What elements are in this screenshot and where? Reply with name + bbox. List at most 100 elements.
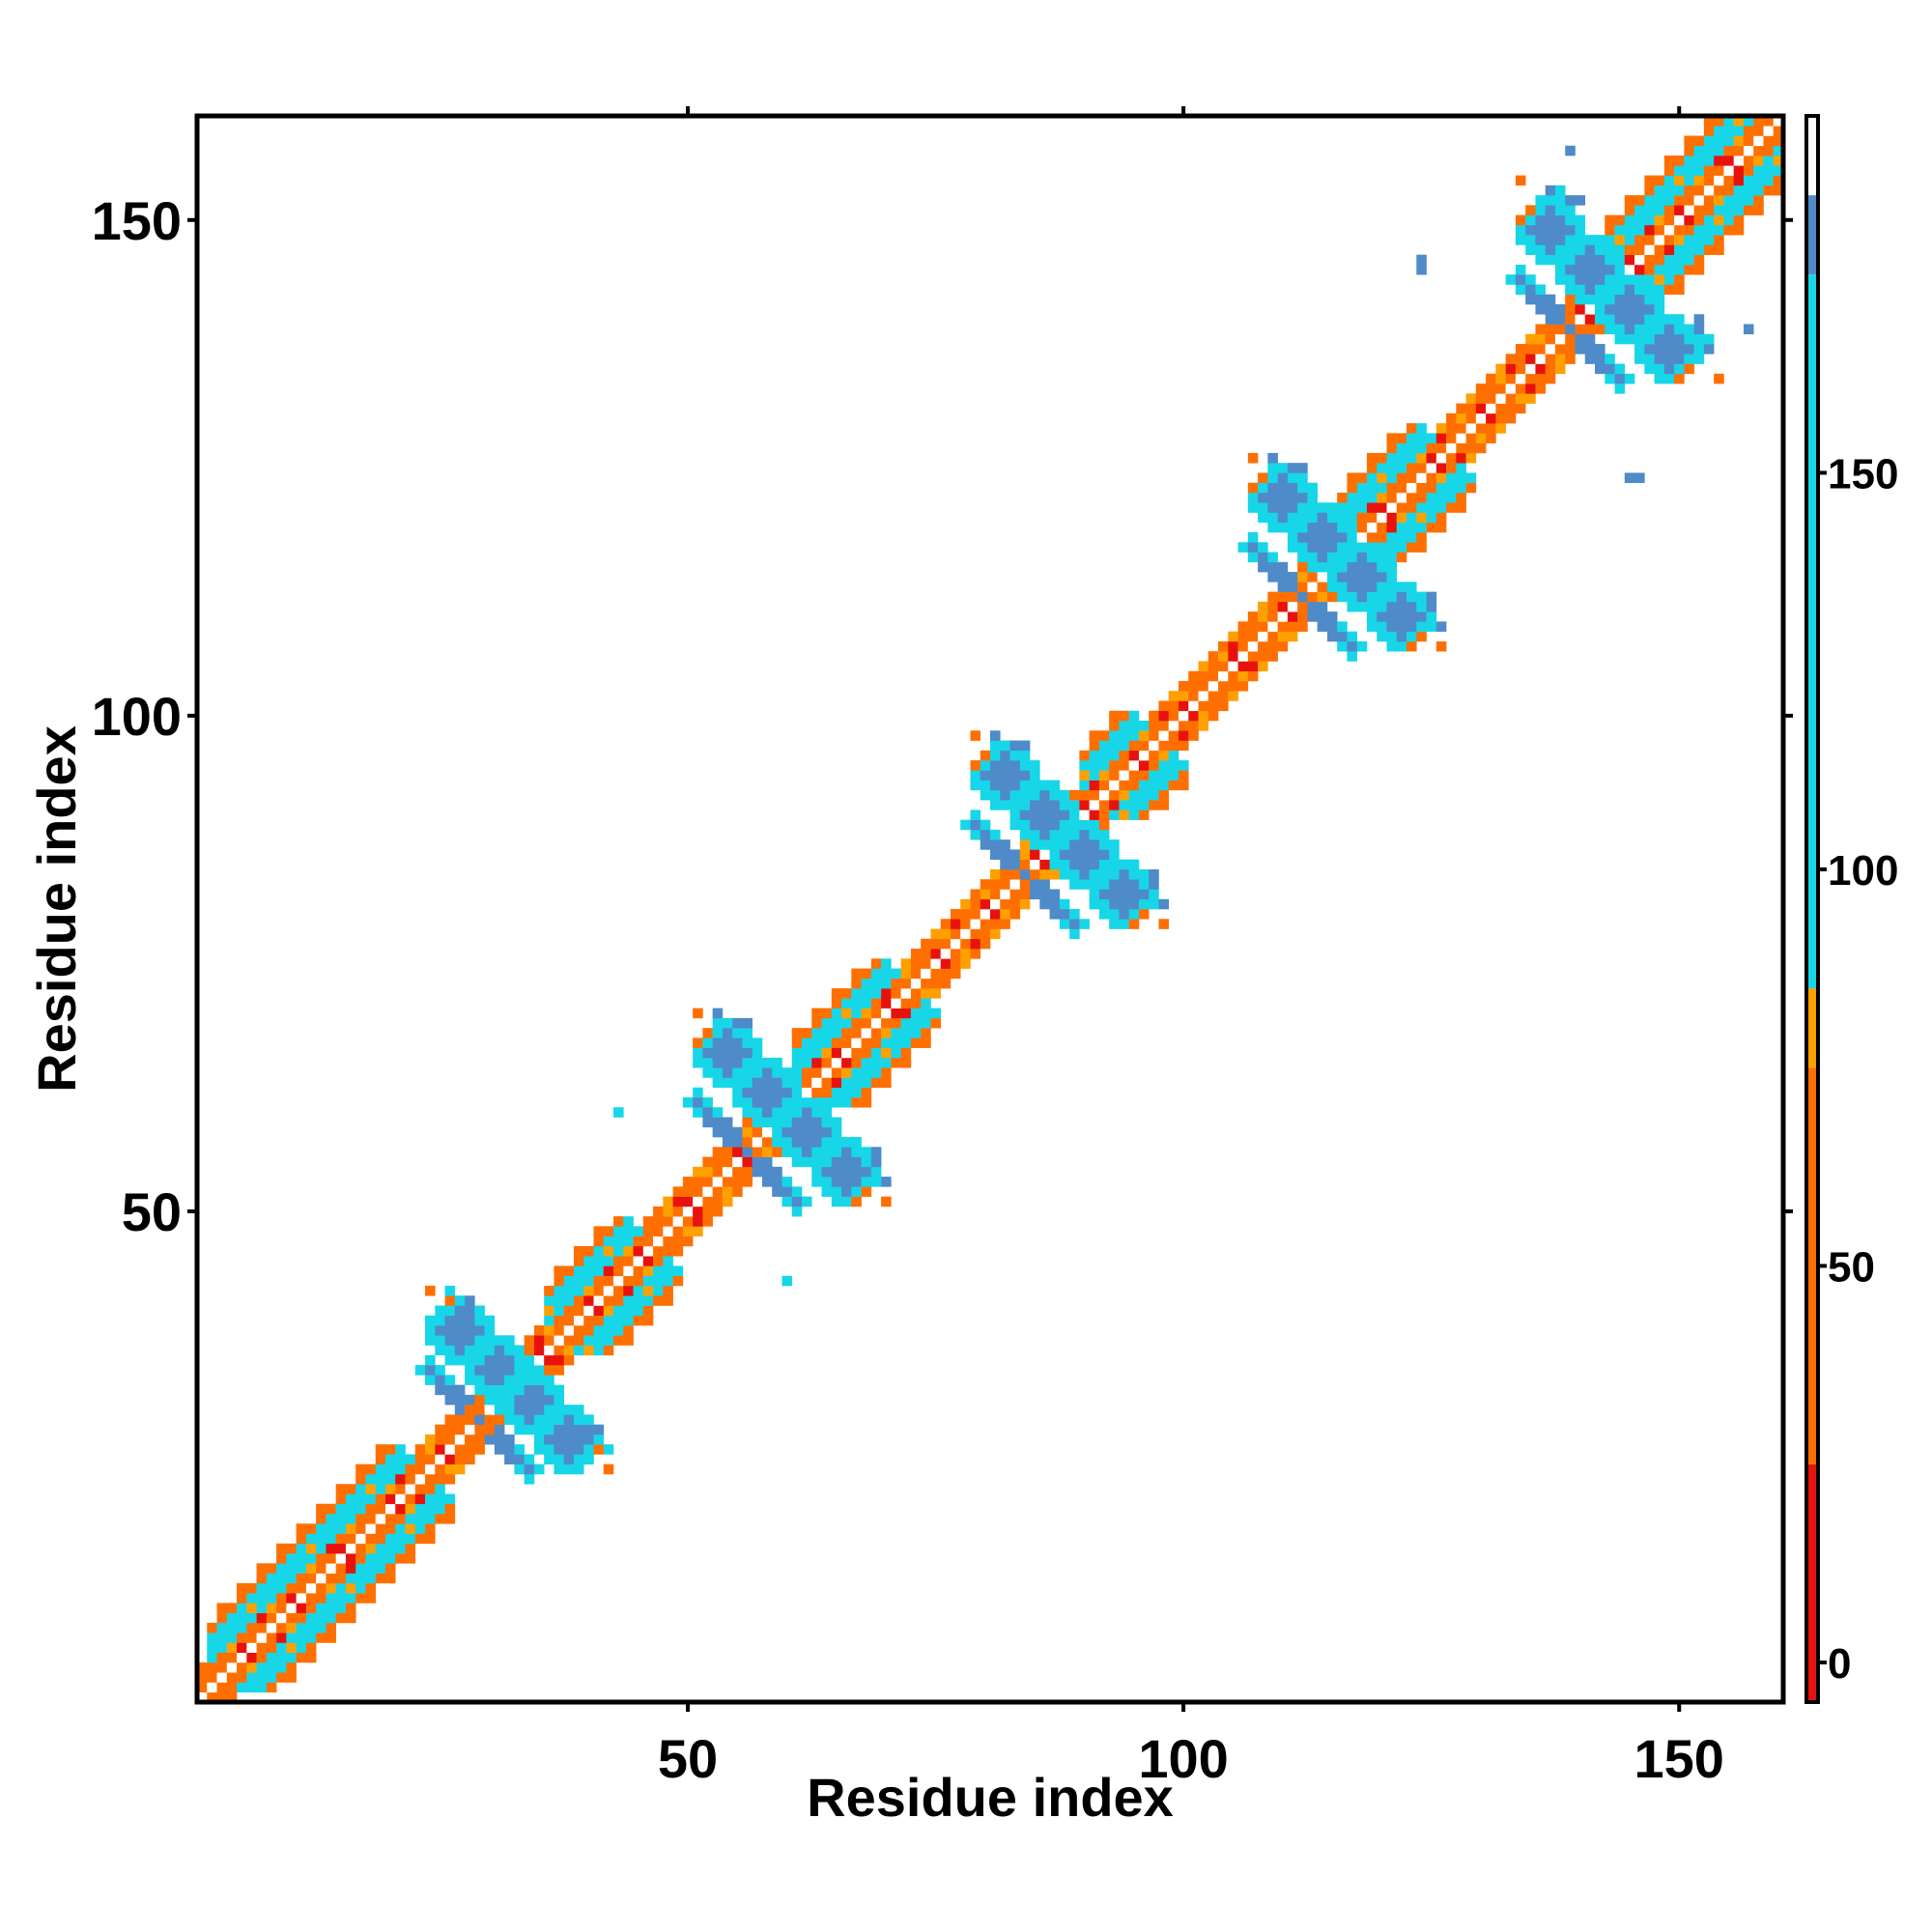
heatmap-cell (563, 1434, 575, 1445)
heatmap-cell (484, 1354, 496, 1366)
heatmap-cell (831, 1126, 842, 1138)
heatmap-cell (583, 1245, 594, 1257)
heatmap-cell (1059, 839, 1070, 850)
heatmap-cell (1416, 463, 1427, 473)
heatmap-cell (1634, 205, 1645, 215)
heatmap-cell (881, 978, 892, 989)
heatmap-cell (504, 1375, 515, 1385)
heatmap-cell (1287, 532, 1298, 543)
heatmap-cell (1654, 314, 1665, 325)
heatmap-cell (1545, 354, 1556, 364)
heatmap-cell (1703, 165, 1715, 176)
heatmap-cell (583, 1345, 594, 1356)
heatmap-cell (444, 1444, 456, 1455)
heatmap-cell (345, 1543, 356, 1554)
heatmap-cell (761, 1177, 773, 1187)
heatmap-cell (722, 1047, 733, 1059)
heatmap-cell (861, 1028, 872, 1038)
heatmap-cell (1714, 156, 1724, 166)
heatmap-cell (1317, 601, 1328, 612)
heatmap-cell (831, 1077, 842, 1089)
heatmap-cell (1366, 472, 1378, 484)
heatmap-cell (1158, 760, 1170, 771)
heatmap-cell (573, 1444, 584, 1455)
heatmap-cell (1297, 502, 1308, 513)
heatmap-cell (1208, 651, 1219, 662)
heatmap-cell (1584, 344, 1596, 355)
heatmap-cell (375, 1473, 386, 1485)
heatmap-cell (881, 1196, 892, 1208)
heatmap-cell (1098, 889, 1110, 900)
heatmap-cell (1624, 205, 1635, 215)
heatmap-cell (623, 1226, 634, 1236)
heatmap-cell (1069, 789, 1080, 801)
heatmap-cell (1317, 522, 1328, 533)
heatmap-cell (1644, 264, 1655, 275)
heatmap-cell (1486, 403, 1496, 414)
heatmap-cell (425, 1434, 436, 1445)
heatmap-cell (316, 1573, 327, 1584)
heatmap-cell (1416, 492, 1427, 503)
heatmap-cell (1465, 442, 1477, 454)
heatmap-cell (831, 1028, 842, 1038)
heatmap-cell (465, 1295, 475, 1306)
heatmap-cell (1267, 611, 1278, 622)
heatmap-cell (573, 1315, 584, 1326)
heatmap-cell (444, 1384, 456, 1396)
heatmap-cell (1198, 710, 1209, 722)
heatmap-cell (821, 1077, 833, 1089)
heatmap-cell (1138, 760, 1150, 771)
heatmap-cell (355, 1514, 366, 1524)
heatmap-cell (216, 1682, 228, 1693)
heatmap-cell (603, 1285, 614, 1296)
heatmap-cell (1624, 195, 1635, 206)
heatmap-cell (1486, 423, 1496, 434)
heatmap-cell (742, 1166, 753, 1178)
heatmap-cell (1624, 303, 1635, 315)
heatmap-cell (1297, 522, 1308, 533)
heatmap-cell (781, 1186, 793, 1197)
heatmap-cell (1525, 344, 1536, 355)
heatmap-cell (573, 1305, 584, 1317)
heatmap-cell (1614, 214, 1626, 226)
heatmap-cell (276, 1553, 287, 1564)
heatmap-cell (1605, 224, 1615, 236)
heatmap-cell (1089, 730, 1100, 741)
heatmap-cell (573, 1405, 584, 1415)
heatmap-cell (1733, 145, 1745, 156)
heatmap-cell (414, 1484, 426, 1494)
heatmap-cell (1465, 452, 1477, 464)
heatmap-cell (772, 1087, 782, 1098)
heatmap-cell (276, 1633, 287, 1643)
heatmap-cell (345, 1514, 356, 1524)
heatmap-cell (1614, 274, 1626, 285)
heatmap-cell (722, 1166, 733, 1178)
heatmap-cell (365, 1523, 377, 1534)
heatmap-cell (781, 1107, 793, 1118)
heatmap-cell (821, 1067, 833, 1078)
heatmap-cell (504, 1394, 515, 1406)
heatmap-cell (444, 1375, 456, 1385)
heatmap-cell (1128, 909, 1140, 920)
heatmap-cell (1168, 691, 1179, 701)
heatmap-cell (435, 1484, 445, 1494)
heatmap-cells (197, 116, 1784, 1703)
heatmap-cell (1356, 542, 1368, 553)
heatmap-cell (563, 1345, 575, 1356)
heatmap-cell (1079, 868, 1090, 880)
heatmap-cell (414, 1444, 426, 1455)
heatmap-cell (1644, 333, 1655, 345)
heatmap-cell (1049, 859, 1061, 870)
heatmap-cell (831, 1096, 842, 1108)
heatmap-cell (742, 1096, 753, 1108)
heatmap-cell (990, 928, 1001, 940)
heatmap-cell (781, 1137, 793, 1148)
heatmap-cell (1228, 680, 1238, 692)
heatmap-cell (1723, 195, 1734, 206)
heatmap-cell (1674, 185, 1685, 196)
heatmap-cell (603, 1345, 614, 1356)
heatmap-cell (246, 1662, 257, 1673)
heatmap-cell (1158, 740, 1170, 752)
heatmap-cell (1337, 582, 1348, 592)
heatmap-cell (554, 1414, 565, 1425)
